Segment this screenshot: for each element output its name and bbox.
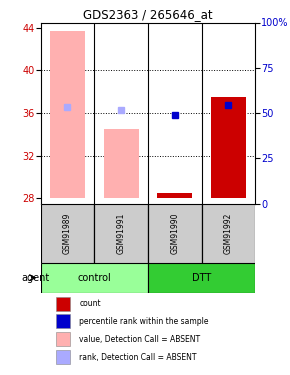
- Bar: [202, 204, 255, 263]
- Bar: [41, 204, 94, 263]
- Text: value, Detection Call = ABSENT: value, Detection Call = ABSENT: [79, 334, 200, 344]
- Bar: [148, 263, 255, 292]
- Bar: [41, 263, 148, 292]
- Title: GDS2363 / 265646_at: GDS2363 / 265646_at: [83, 8, 213, 21]
- Text: GSM91992: GSM91992: [224, 213, 233, 254]
- Text: control: control: [77, 273, 111, 283]
- Bar: [56, 350, 70, 364]
- Bar: [56, 332, 70, 346]
- Text: DTT: DTT: [192, 273, 211, 283]
- Bar: [56, 314, 70, 328]
- Bar: [56, 297, 70, 310]
- Bar: [94, 204, 148, 263]
- Text: agent: agent: [22, 273, 50, 283]
- Text: percentile rank within the sample: percentile rank within the sample: [79, 316, 209, 326]
- Bar: [211, 97, 246, 198]
- Text: GSM91991: GSM91991: [117, 213, 126, 254]
- Text: GSM91990: GSM91990: [170, 213, 179, 254]
- Bar: [148, 204, 202, 263]
- Text: count: count: [79, 299, 101, 308]
- Bar: [50, 31, 85, 198]
- Bar: [157, 193, 192, 198]
- Text: GSM91989: GSM91989: [63, 213, 72, 254]
- Bar: [104, 129, 139, 198]
- Text: rank, Detection Call = ABSENT: rank, Detection Call = ABSENT: [79, 352, 197, 362]
